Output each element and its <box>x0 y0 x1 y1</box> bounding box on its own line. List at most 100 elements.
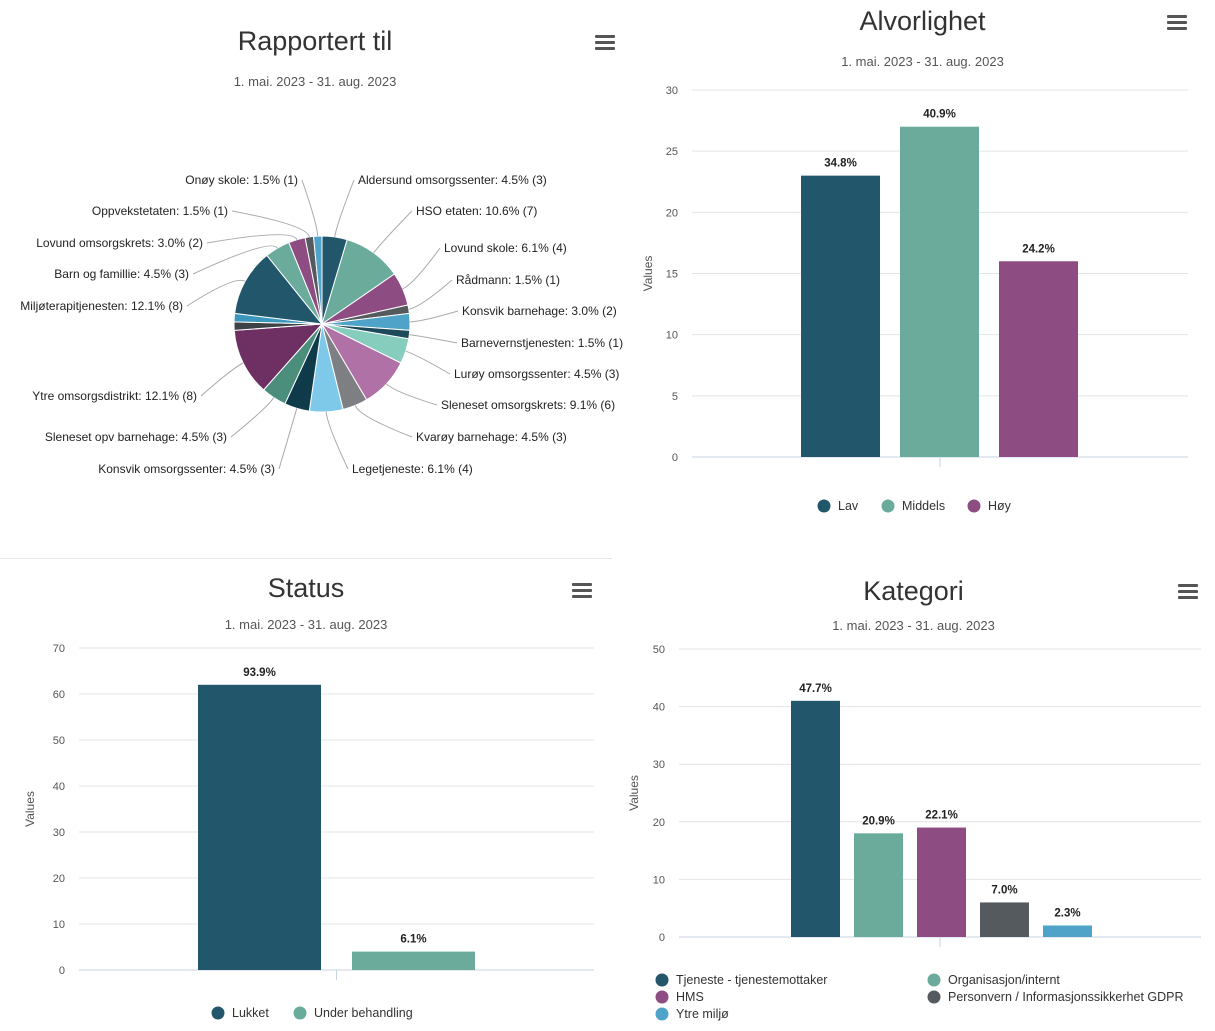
pie-connector-line <box>278 408 298 470</box>
pie-connector-line <box>186 279 246 307</box>
pie-connector-line <box>200 362 244 397</box>
bar-data-label: 24.2% <box>1022 243 1055 255</box>
y-tick-label: 10 <box>53 919 65 931</box>
severity-chart-menu-icon[interactable] <box>1167 15 1187 31</box>
legend-item-label[interactable]: Tjeneste - tjenestemottaker <box>676 973 827 987</box>
pie-connector-line <box>409 310 459 323</box>
status-chart-title: Status <box>267 573 345 603</box>
y-tick-label: 70 <box>53 643 65 655</box>
legend-marker[interactable] <box>927 990 941 1004</box>
bar[interactable] <box>198 684 321 970</box>
pie-slice-label: Barn og famillie: 4.5% (3) <box>54 267 189 281</box>
pie-connector-line <box>409 334 458 344</box>
y-tick-label: 40 <box>53 781 65 793</box>
pie-slice-label: Kvarøy barnehage: 4.5% (3) <box>416 430 567 444</box>
pie-slice-label: Aldersund omsorgssenter: 4.5% (3) <box>358 173 547 187</box>
pie-connector-line <box>192 245 278 275</box>
bar-data-label: 93.9% <box>243 667 276 679</box>
legend-item-label[interactable]: Høy <box>988 499 1012 513</box>
bar-data-label: 7.0% <box>991 884 1017 896</box>
y-tick-label: 30 <box>653 759 665 771</box>
bar[interactable] <box>1043 925 1092 937</box>
bar-data-label: 22.1% <box>925 810 958 822</box>
pie-slice[interactable] <box>312 235 323 325</box>
y-axis-label: Values <box>23 791 37 827</box>
bar[interactable] <box>999 261 1078 457</box>
pie-slice-label: Ytre omsorgsdistrikt: 12.1% (8) <box>32 389 197 403</box>
pie-slice-label: Legetjeneste: 6.1% (4) <box>352 462 473 476</box>
pie-slice-label: HSO etaten: 10.6% (7) <box>416 204 537 218</box>
bar[interactable] <box>352 951 475 970</box>
legend-item-label[interactable]: Ytre miljø <box>676 1007 729 1021</box>
pie-slice-label: Rådmann: 1.5% (1) <box>456 273 560 287</box>
y-tick-label: 10 <box>653 874 665 886</box>
status-chart-panel: Status 1. mai. 2023 - 31. aug. 2023 0 10 2… <box>0 558 612 1031</box>
legend-marker[interactable] <box>293 1006 307 1020</box>
category-chart-menu-icon[interactable] <box>1178 584 1198 600</box>
pie-slice-label: Konsvik omsorgssenter: 4.5% (3) <box>98 462 275 476</box>
legend-item-label[interactable]: Organisasjon/internt <box>948 973 1060 987</box>
pie-connector-line <box>408 279 453 310</box>
bar-data-label: 20.9% <box>862 815 895 827</box>
pie-connector-line <box>325 411 349 470</box>
y-tick-label: 60 <box>53 689 65 701</box>
pie-slice-label: Sleneset opv barnehage: 4.5% (3) <box>45 430 227 444</box>
bar-data-label: 47.7% <box>799 683 832 695</box>
legend-marker[interactable] <box>655 973 669 987</box>
pie-slice-label: Onøy skole: 1.5% (1) <box>185 173 298 187</box>
y-tick-label: 0 <box>672 452 678 464</box>
pie-connector-line <box>405 350 451 375</box>
legend-marker[interactable] <box>655 1007 669 1021</box>
legend-marker[interactable] <box>881 499 895 513</box>
bar[interactable] <box>801 175 880 457</box>
y-tick-label: 30 <box>666 85 678 97</box>
pie-slice-label: Miljøterapitjenesten: 12.1% (8) <box>20 299 183 313</box>
pie-slice-label: Oppvekstetaten: 1.5% (1) <box>92 204 228 218</box>
bar-data-label: 2.3% <box>1054 907 1080 919</box>
category-chart-title: Kategori <box>863 576 964 606</box>
pie-connector-line <box>334 179 355 237</box>
y-tick-label: 15 <box>666 269 678 281</box>
y-axis-label: Values <box>641 256 655 292</box>
bar[interactable] <box>791 700 840 937</box>
category-chart-subtitle: 1. mai. 2023 - 31. aug. 2023 <box>832 618 995 633</box>
legend-marker[interactable] <box>967 499 981 513</box>
legend-item-label[interactable]: Under behandling <box>314 1006 413 1020</box>
pie-connector-line <box>301 179 319 237</box>
legend-marker[interactable] <box>927 973 941 987</box>
legend-marker[interactable] <box>211 1006 225 1020</box>
pie-slice[interactable] <box>233 323 324 391</box>
y-tick-label: 20 <box>653 817 665 829</box>
bar-data-label: 6.1% <box>400 934 426 946</box>
pie-slice-label: Lovund skole: 6.1% (4) <box>444 241 567 255</box>
bar[interactable] <box>854 833 903 937</box>
legend-marker[interactable] <box>817 499 831 513</box>
pie-slice[interactable] <box>234 254 324 325</box>
bar[interactable] <box>917 827 966 937</box>
y-tick-label: 20 <box>53 873 65 885</box>
pie-connector-line <box>206 234 298 244</box>
pie-connector-line <box>373 210 413 254</box>
legend-item-label[interactable]: Lav <box>838 499 859 513</box>
bar-data-label: 40.9% <box>923 109 956 121</box>
legend-item-label[interactable]: HMS <box>676 990 704 1004</box>
y-tick-label: 5 <box>672 391 678 403</box>
y-tick-label: 10 <box>666 330 678 342</box>
y-axis-label: Values <box>627 775 641 811</box>
severity-chart-plot: 0 5 10 15 20 25 30 Values 34.8% 40.9% 24.2% Lav Midd… <box>641 85 1188 513</box>
severity-chart-panel: Alvorlighet 1. mai. 2023 - 31. aug. 2023… <box>630 0 1215 540</box>
status-chart-menu-icon[interactable] <box>572 583 592 599</box>
pie-connector-line <box>402 247 441 290</box>
bar[interactable] <box>900 126 979 457</box>
pie-slice-label: Lovund omsorgskrets: 3.0% (2) <box>36 236 203 250</box>
pie-connector-line <box>386 383 438 406</box>
bar-data-label: 34.8% <box>824 158 857 170</box>
legend-marker[interactable] <box>655 990 669 1004</box>
legend-item-label[interactable]: Personvern / Informasjonssikkerhet GDPR <box>948 990 1184 1004</box>
pie-chart-menu-icon[interactable] <box>595 35 615 51</box>
severity-chart-subtitle: 1. mai. 2023 - 31. aug. 2023 <box>841 54 1004 69</box>
legend-item-label[interactable]: Lukket <box>232 1006 269 1020</box>
legend-item-label[interactable]: Middels <box>902 499 945 513</box>
y-tick-label: 50 <box>53 735 65 747</box>
bar[interactable] <box>980 902 1029 937</box>
